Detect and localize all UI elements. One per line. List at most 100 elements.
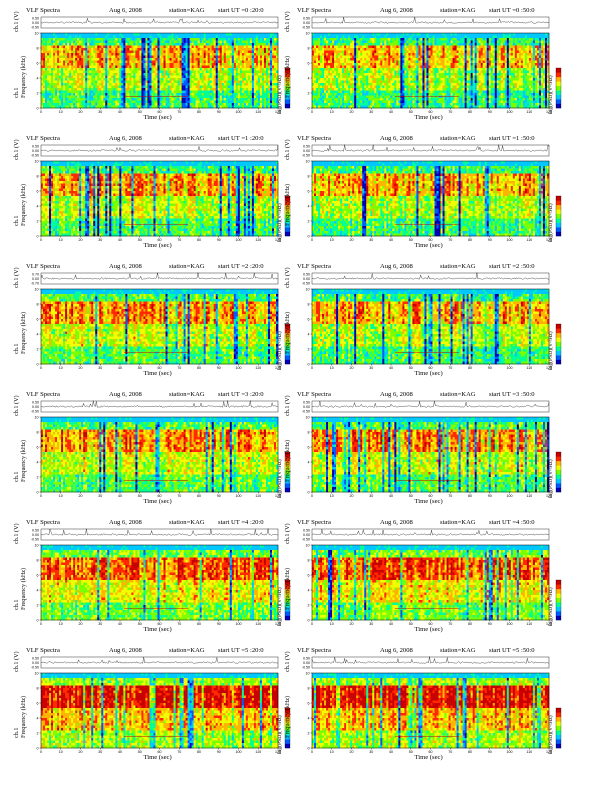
spectrogram-cell — [446, 38, 449, 41]
spectrogram-cell — [219, 60, 223, 64]
spectrogram-cell — [147, 88, 150, 91]
spectrogram-cell — [177, 48, 180, 51]
spectrogram-cell — [113, 100, 116, 104]
spectrogram-cell — [135, 100, 138, 104]
spectrogram-cell — [225, 83, 229, 86]
spectrogram-cell — [231, 48, 235, 51]
spectrogram-cell — [53, 38, 56, 41]
spectrogram-cell — [47, 83, 50, 86]
spectrogram-cell — [183, 93, 186, 96]
spectrogram-cell — [87, 43, 90, 46]
spectrogram-cell — [243, 98, 247, 101]
spectrogram-cell — [243, 58, 247, 61]
spectrogram-cell — [348, 48, 351, 51]
spectrogram-cell — [83, 33, 86, 36]
spectrogram-cell — [316, 53, 319, 56]
spectrogram-cell — [245, 88, 249, 91]
spectrogram-cell — [169, 83, 172, 86]
spectrogram-cell — [169, 55, 172, 59]
spectrogram-cell — [147, 78, 150, 81]
spectrogram-cell — [135, 48, 138, 51]
spectrogram-cell — [193, 105, 196, 109]
spectrogram-cell — [261, 45, 265, 49]
spectrogram-cell — [139, 50, 142, 54]
spectrogram-cell — [105, 65, 108, 69]
spectrogram-cell — [83, 68, 86, 71]
spectrogram-cell — [440, 50, 443, 54]
spectrogram-cell — [123, 83, 126, 86]
spectrogram-cell — [177, 45, 180, 49]
spectrogram-cell — [169, 90, 172, 94]
spectrogram-cell — [209, 100, 212, 104]
spectrogram-cell — [177, 90, 180, 94]
spectrogram-cell — [388, 35, 391, 39]
spectrogram-cell — [410, 33, 413, 36]
spectrogram-cell — [123, 80, 126, 84]
spectrogram-cell — [165, 68, 168, 71]
spectrogram-cell — [338, 55, 341, 59]
spectrogram-cell — [135, 78, 138, 81]
spectrogram-cell — [368, 53, 371, 56]
spectrogram-cell — [169, 45, 172, 49]
spectrogram-cell — [143, 33, 146, 36]
spectrogram-cell — [255, 33, 259, 36]
spectrogram-cell — [135, 40, 138, 44]
spectrogram-cell — [396, 53, 399, 56]
spectrogram-cell — [390, 48, 393, 51]
spectrogram-cell — [185, 85, 188, 89]
spectrogram-cell — [231, 45, 235, 49]
spectrogram-cell — [191, 43, 194, 46]
spectrogram-cell — [384, 55, 387, 59]
spectrogram-cell — [81, 50, 84, 54]
spectrogram-cell — [259, 83, 263, 86]
spectrogram-cell — [472, 58, 475, 61]
spectrogram-cell — [47, 43, 50, 46]
spectrogram-cell — [41, 48, 44, 51]
spectrogram-cell — [542, 58, 546, 61]
spectrogram-cell — [101, 100, 104, 104]
spectrogram-cell — [229, 75, 233, 79]
spectrogram-cell — [97, 90, 100, 94]
spectrogram-cell — [426, 53, 429, 56]
spectrogram-cell — [404, 38, 407, 41]
spectrogram-cell — [446, 45, 449, 49]
spectrogram-cell — [81, 78, 84, 81]
spectrogram-cell — [255, 88, 259, 91]
spectrogram-cell — [480, 53, 483, 56]
spectrogram-cell — [233, 48, 237, 51]
spectrogram-cell — [75, 70, 78, 74]
spectrogram-cell — [251, 85, 255, 89]
spectrogram-cell — [97, 78, 100, 81]
spectrogram-cell — [448, 48, 451, 51]
spectrogram-cell — [123, 98, 126, 101]
spectrogram-cell — [43, 65, 46, 69]
spectrogram-cell — [269, 50, 273, 54]
spectrogram-cell — [514, 40, 518, 44]
spectrogram-cell — [392, 60, 395, 64]
spectrogram-cell — [125, 38, 128, 41]
spectrogram-cell — [320, 33, 323, 36]
spectrogram-cell — [217, 73, 221, 76]
spectrogram-cell — [404, 45, 407, 49]
spectrogram-cell — [374, 33, 377, 36]
spectrogram-cell — [95, 103, 98, 106]
spectrogram-cell — [101, 33, 104, 36]
spectrogram-cell — [243, 78, 247, 81]
spectrogram-cell — [227, 75, 231, 79]
spectrogram-cell — [207, 60, 210, 64]
spectrogram-cell — [352, 33, 355, 36]
spectrogram-cell — [320, 60, 323, 64]
spectrogram-cell — [464, 50, 467, 54]
spectrogram-cell — [119, 43, 122, 46]
spectrogram-cell — [386, 45, 389, 49]
spectrogram-cell — [49, 50, 52, 54]
spectrogram-cell — [542, 50, 546, 54]
spectrogram-cell — [117, 58, 120, 61]
spectrogram-cell — [320, 45, 323, 49]
spectrogram-cell — [111, 33, 114, 36]
spectrogram-cell — [215, 65, 218, 69]
spectrogram-cell — [231, 40, 235, 44]
spectrogram-cell — [424, 45, 427, 49]
spectrogram-cell — [167, 90, 170, 94]
spectrogram-cell — [101, 60, 104, 64]
